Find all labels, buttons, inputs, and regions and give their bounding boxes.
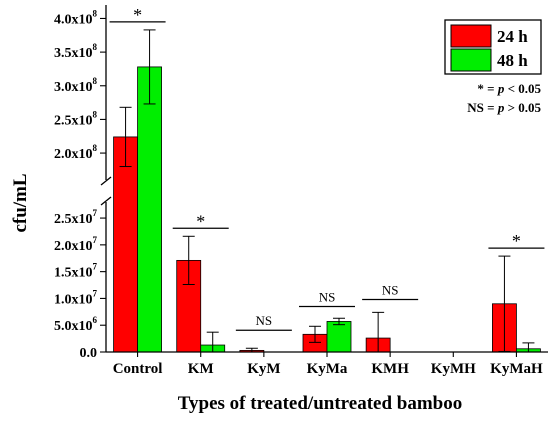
legend-swatch-48h (450, 48, 492, 72)
y-tick-label: 3.0x108 (54, 76, 98, 95)
significance-control: * (109, 5, 166, 25)
svg-text:NS: NS (319, 289, 336, 304)
legend-label-24h: 24 h (497, 27, 528, 46)
note-ns: NS = p > 0.05 (467, 100, 541, 115)
x-tick-label-kymh: KyMH (431, 361, 476, 377)
y-tick-label: 0.0 (80, 346, 98, 361)
note-star: * = p < 0.05 (477, 81, 541, 96)
y-tick-label: 4.0x108 (54, 8, 98, 27)
x-tick-label-control: Control (113, 361, 163, 377)
svg-text:*: * (512, 231, 521, 251)
significance-km: * (172, 211, 229, 231)
x-tick-label-km: KM (188, 361, 214, 377)
bar-kyma-48h (326, 321, 352, 353)
axis-break (100, 176, 112, 206)
legend: 24 h 48 h (444, 19, 542, 75)
significance-kym: NS (235, 313, 292, 331)
error-bar (119, 106, 132, 168)
error-bar (333, 317, 345, 326)
x-tick-label-kymah: KyMaH (490, 361, 543, 377)
y-tick-label: 2.5x108 (54, 109, 98, 128)
x-tick-label-kym: KyM (247, 361, 280, 377)
error-bar (182, 235, 195, 285)
significance-kymah: * (488, 231, 545, 251)
y-tick-label: 2.0x108 (54, 143, 98, 162)
svg-text:*: * (133, 5, 142, 25)
legend-label-48h: 48 h (497, 51, 528, 70)
bar-control-48h (137, 66, 162, 353)
svg-text:*: * (196, 211, 205, 231)
y-tick-label: 3.5x108 (54, 42, 98, 61)
bar-control-24h (113, 136, 138, 353)
y-tick-label: 2.0x107 (54, 235, 98, 254)
svg-text:NS: NS (256, 313, 273, 328)
y-axis-title: cfu/mL (10, 173, 31, 232)
x-tick-label-kmh: KMH (371, 361, 409, 377)
x-axis-title: Types of treated/untreated bamboo (178, 393, 462, 414)
y-tick-label: 5.0x106 (54, 315, 98, 334)
y-tick-label: 1.0x107 (54, 288, 98, 307)
svg-text:NS: NS (382, 283, 399, 298)
significance-kyma: NS (299, 289, 355, 308)
y-tick-label: 2.5x107 (54, 208, 98, 227)
error-bar (309, 325, 321, 343)
error-bar (143, 29, 156, 105)
y-tick-label: 1.5x107 (54, 262, 98, 281)
x-tick-label-kyma: KyMa (307, 361, 348, 377)
legend-swatch-24h (450, 24, 492, 48)
significance-kmh: NS (362, 283, 419, 301)
